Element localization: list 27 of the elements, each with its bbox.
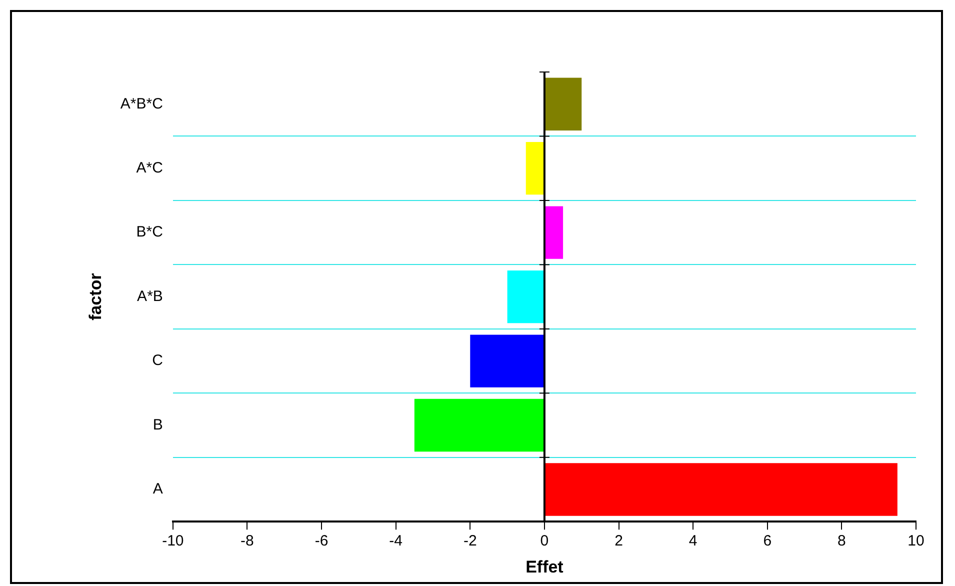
x-tick-label: -4 — [389, 532, 403, 550]
x-axis-title: Effet — [526, 557, 564, 576]
bar — [544, 463, 898, 516]
y-tick-label: A*B — [137, 288, 163, 305]
y-axis-title: factor — [86, 272, 105, 320]
x-tick-label: -8 — [240, 532, 254, 550]
x-tick-label: -2 — [463, 532, 477, 550]
bar — [507, 270, 544, 324]
x-tick-label: 4 — [688, 532, 698, 550]
x-tick-label: 6 — [763, 532, 772, 550]
bar — [526, 142, 544, 195]
bar — [544, 78, 582, 130]
y-tick-label: A*B*C — [120, 95, 164, 112]
x-tick-label: 2 — [614, 532, 623, 550]
y-tick-label: B — [152, 416, 163, 434]
x-tick-label: 8 — [838, 532, 846, 550]
y-tick-label: B*C — [136, 224, 164, 241]
x-tick-label: 0 — [540, 532, 549, 550]
bar — [414, 398, 544, 452]
bar — [470, 334, 544, 388]
x-tick-label: -6 — [314, 532, 328, 550]
x-tick-label: 10 — [908, 532, 924, 550]
bar — [544, 206, 564, 259]
x-tick-label: -10 — [162, 532, 184, 550]
y-tick-label: A — [152, 480, 163, 498]
y-tick-label: C — [152, 352, 164, 370]
y-tick-label: A*C — [136, 159, 164, 176]
